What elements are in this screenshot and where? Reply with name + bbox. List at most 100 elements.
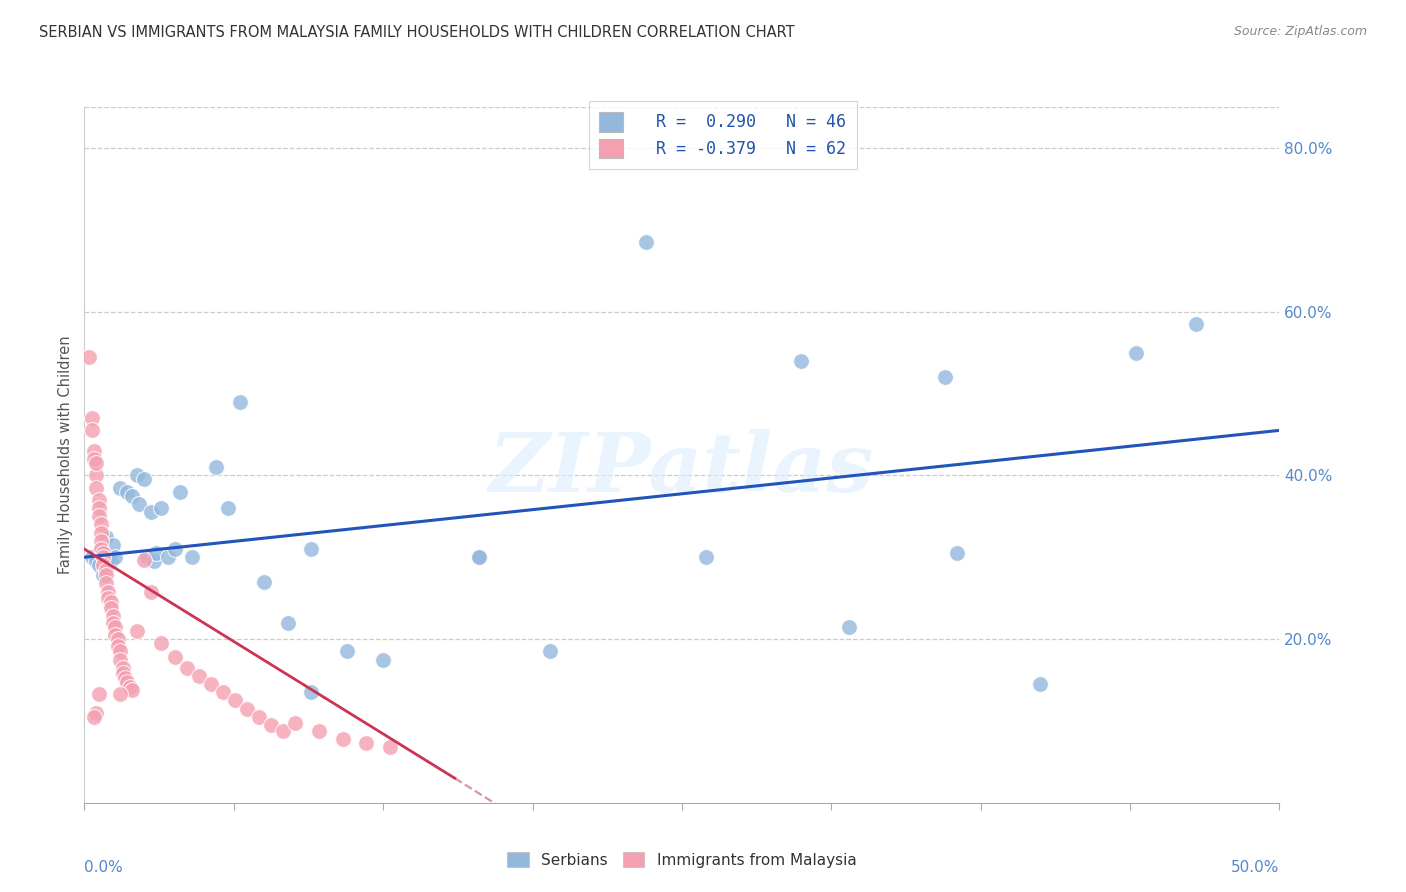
Point [636, 235, 658, 249]
Point [142, 554, 165, 568]
Point [111, 666, 134, 681]
Point [111, 661, 134, 675]
Point [83, 443, 105, 458]
Point [838, 620, 860, 634]
Point [107, 632, 129, 646]
Point [205, 460, 228, 475]
Point [94, 576, 117, 591]
Point [86, 706, 108, 720]
Legend: Serbians, Immigrants from Malaysia: Serbians, Immigrants from Malaysia [501, 844, 863, 875]
Point [110, 687, 132, 701]
Point [200, 677, 222, 691]
Point [468, 550, 491, 565]
Point [135, 550, 157, 565]
Text: 50.0%: 50.0% [1232, 860, 1279, 875]
Point [380, 740, 402, 755]
Point [87, 558, 110, 573]
Text: Source: ZipAtlas.com: Source: ZipAtlas.com [1233, 25, 1367, 38]
Point [104, 550, 127, 565]
Point [1125, 345, 1147, 359]
Point [87, 687, 110, 701]
Point [132, 473, 156, 487]
Point [229, 394, 252, 409]
Point [271, 723, 294, 738]
Point [157, 550, 180, 565]
Point [301, 542, 323, 557]
Point [77, 350, 100, 364]
Point [90, 542, 112, 557]
Point [181, 550, 204, 565]
Point [121, 682, 143, 697]
Point [93, 550, 115, 565]
Point [373, 652, 395, 666]
Point [93, 568, 115, 582]
Point [90, 533, 112, 548]
Point [87, 492, 110, 507]
Point [86, 554, 108, 568]
Point [80, 423, 103, 437]
Point [97, 550, 120, 565]
Point [100, 554, 122, 568]
Point [94, 530, 117, 544]
Point [100, 595, 122, 609]
Point [101, 609, 124, 624]
Point [86, 481, 108, 495]
Point [145, 546, 167, 560]
Point [217, 501, 239, 516]
Point [1029, 677, 1052, 691]
Text: ZIPatlas: ZIPatlas [489, 429, 875, 508]
Point [90, 517, 112, 532]
Point [87, 501, 110, 516]
Point [94, 562, 117, 576]
Point [104, 620, 127, 634]
Point [247, 710, 270, 724]
Point [90, 542, 112, 557]
Point [118, 680, 141, 694]
Point [132, 552, 156, 566]
Point [87, 509, 110, 524]
Point [468, 550, 491, 565]
Point [86, 456, 108, 470]
Point [121, 489, 143, 503]
Point [83, 710, 105, 724]
Point [93, 558, 115, 573]
Point [97, 584, 120, 599]
Point [117, 674, 139, 689]
Point [107, 639, 129, 653]
Point [110, 481, 132, 495]
Point [1185, 317, 1208, 331]
Point [149, 501, 172, 516]
Point [165, 542, 187, 557]
Point [114, 672, 136, 686]
Point [86, 468, 108, 483]
Point [100, 601, 122, 615]
Point [336, 644, 359, 658]
Point [125, 468, 148, 483]
Point [224, 693, 246, 707]
Point [308, 723, 330, 738]
Text: 0.0%: 0.0% [84, 860, 124, 875]
Point [80, 550, 103, 565]
Point [253, 574, 276, 589]
Text: SERBIAN VS IMMIGRANTS FROM MALAYSIA FAMILY HOUSEHOLDS WITH CHILDREN CORRELATION : SERBIAN VS IMMIGRANTS FROM MALAYSIA FAMI… [39, 25, 794, 40]
Point [94, 568, 117, 582]
Point [332, 731, 354, 746]
Point [277, 615, 299, 630]
Point [97, 591, 120, 606]
Point [934, 370, 956, 384]
Point [110, 652, 132, 666]
Point [141, 584, 163, 599]
Point [301, 685, 323, 699]
Point [165, 650, 187, 665]
Point [125, 624, 148, 638]
Point [284, 715, 307, 730]
Point [212, 685, 235, 699]
Point [356, 736, 378, 750]
Point [149, 636, 172, 650]
Point [188, 669, 211, 683]
Point [141, 505, 163, 519]
Point [80, 411, 103, 425]
Y-axis label: Family Households with Children: Family Households with Children [58, 335, 73, 574]
Point [169, 484, 191, 499]
Point [110, 644, 132, 658]
